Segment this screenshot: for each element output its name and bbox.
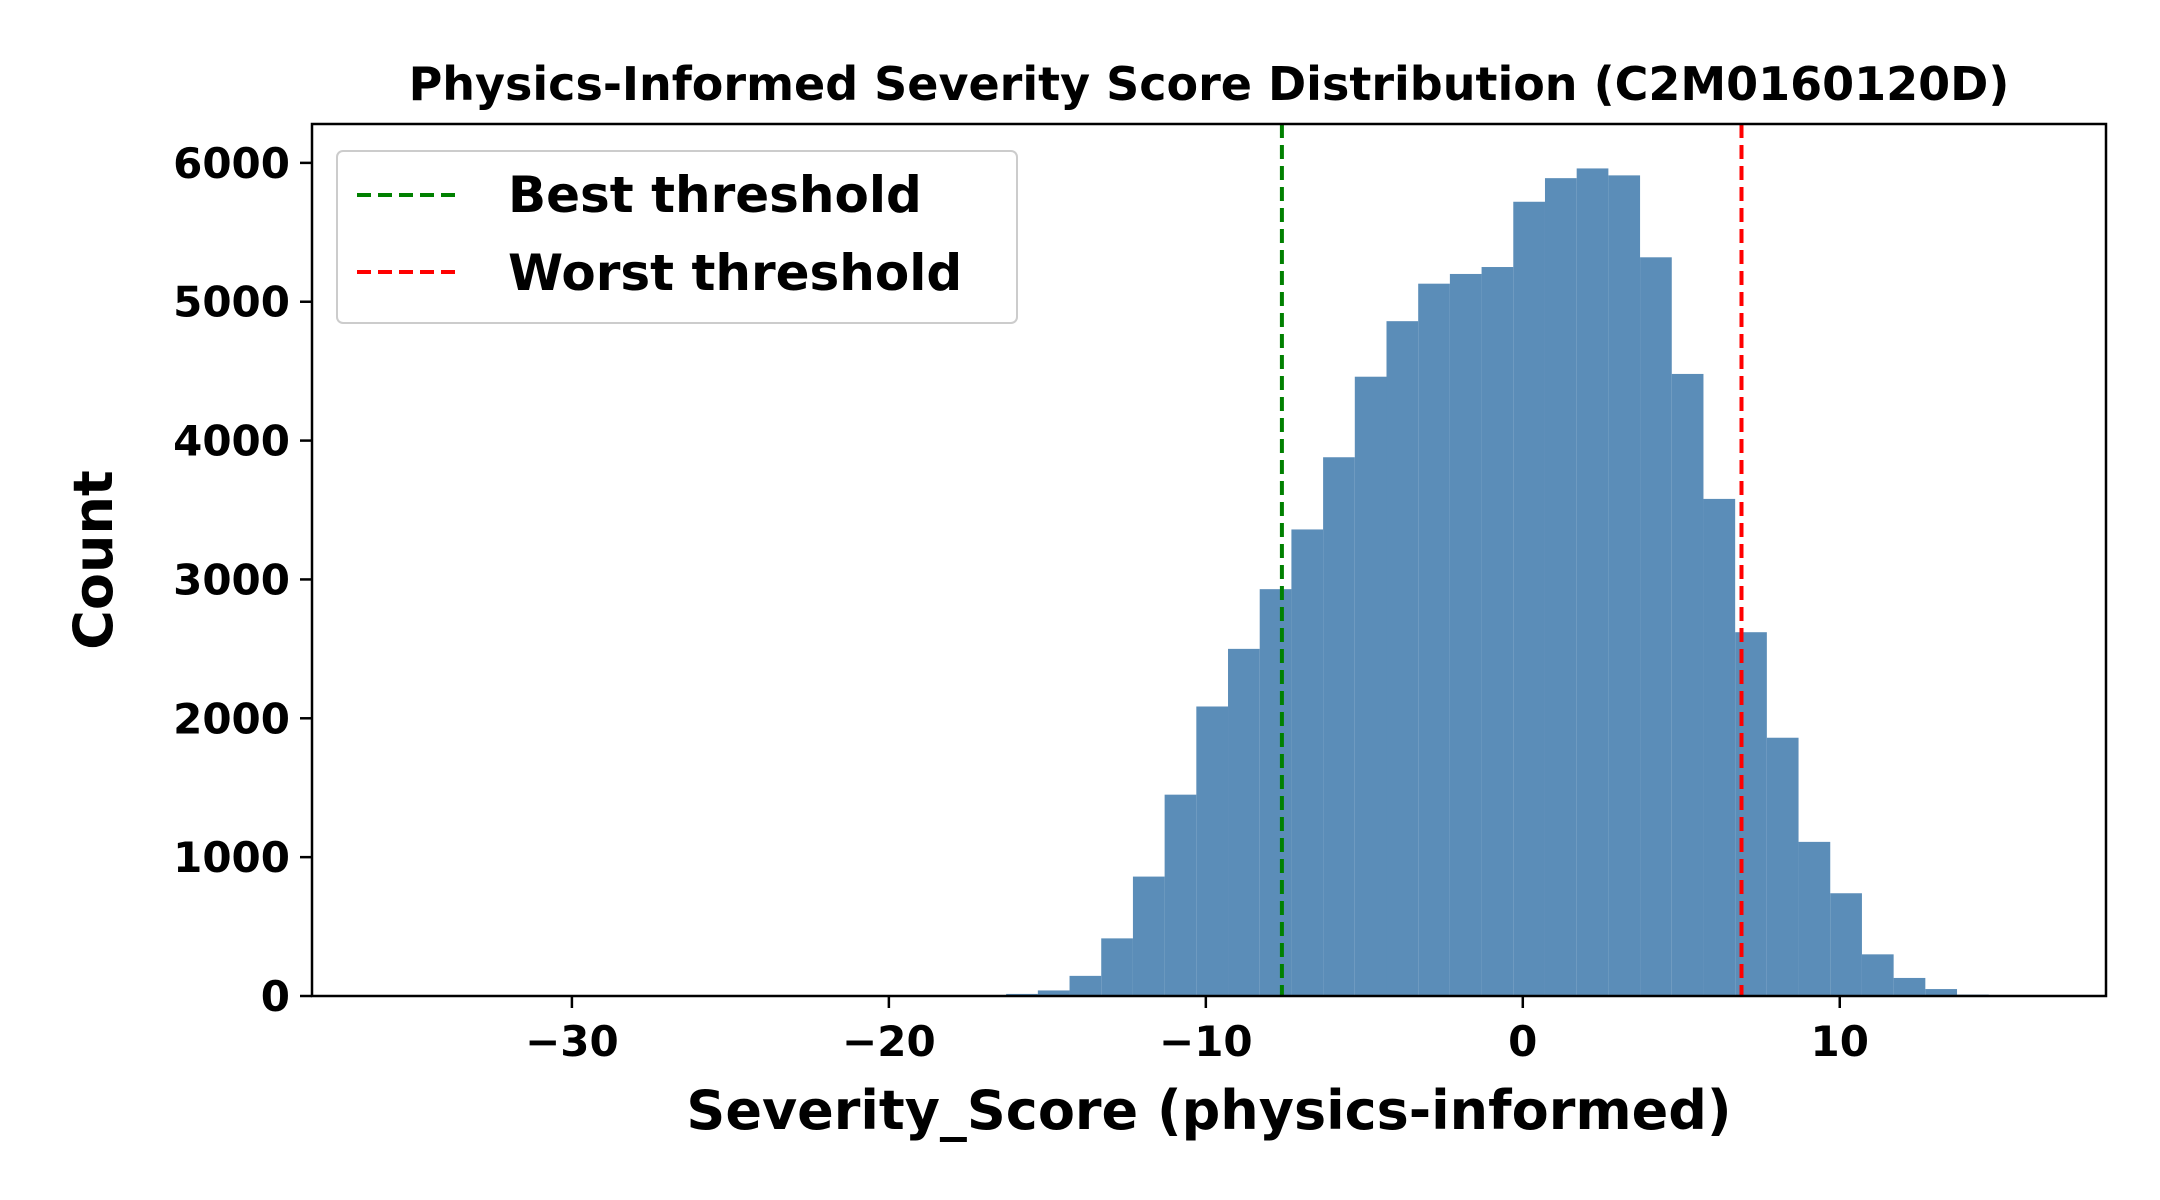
histogram-bar	[1861, 954, 1894, 996]
legend-box	[336, 150, 1018, 324]
histogram-bar	[1481, 267, 1514, 996]
histogram-bar	[1449, 273, 1482, 996]
histogram-bar	[1513, 201, 1545, 997]
x-tick-label: 0	[1508, 1017, 1537, 1066]
y-tick-label: 5000	[173, 278, 290, 327]
histogram-bars	[1006, 168, 1989, 997]
histogram-bar	[1069, 975, 1102, 996]
histogram-bar	[1544, 178, 1577, 997]
y-tick-label: 1000	[173, 833, 290, 882]
histogram-bar	[1671, 373, 1704, 997]
histogram-bar	[1418, 283, 1450, 996]
histogram-bar	[1228, 648, 1260, 996]
histogram-bar	[1830, 893, 1862, 996]
histogram-bar	[1925, 989, 1958, 996]
histogram-bar	[1766, 737, 1799, 996]
y-tick-label: 2000	[173, 694, 290, 743]
x-tick-label: 10	[1811, 1017, 1869, 1066]
histogram-bar	[1640, 257, 1672, 996]
histogram-bar	[1164, 794, 1197, 996]
histogram-bar	[1354, 376, 1387, 996]
histogram-bar	[1735, 632, 1767, 996]
histogram-bar	[1101, 938, 1133, 996]
y-tick-label: 3000	[173, 555, 290, 604]
histogram-bar	[1196, 706, 1229, 996]
histogram-bar	[1259, 589, 1292, 996]
histogram-bar	[1291, 529, 1324, 996]
histogram-bar	[1386, 321, 1419, 996]
legend-label-worst-threshold: Worst threshold	[508, 244, 962, 302]
histogram-bar	[1132, 876, 1165, 996]
x-axis-label: Severity_Score (physics-informed)	[686, 1079, 1731, 1142]
histogram-bar	[1798, 841, 1831, 996]
histogram-bar	[1608, 175, 1641, 996]
legend-label-best-threshold: Best threshold	[508, 166, 922, 224]
histogram-bar	[1893, 977, 1926, 996]
histogram-bar	[1703, 498, 1736, 996]
legend: Best threshold Worst threshold	[336, 150, 1018, 324]
histogram-bar	[1037, 990, 1070, 996]
histogram-bar	[1576, 168, 1609, 997]
y-tick-label: 6000	[173, 139, 290, 188]
y-tick-label: 0	[261, 972, 290, 1021]
x-tick-label: −20	[842, 1017, 936, 1066]
y-tick-label: 4000	[173, 417, 290, 466]
histogram-bar	[1323, 457, 1355, 996]
y-axis-ticks: 0 1000 2000 3000 4000 5000 6000	[173, 139, 312, 1021]
plot-frame	[310, 122, 2108, 998]
y-axis-label: Count	[62, 470, 125, 649]
chart-title: Physics-Informed Severity Score Distribu…	[409, 57, 2010, 111]
threshold-lines	[1279, 124, 1744, 996]
x-axis-ticks: −30 −20 −10 0 10	[525, 996, 1869, 1066]
x-tick-label: −10	[1159, 1017, 1253, 1066]
x-tick-label: −30	[525, 1017, 619, 1066]
